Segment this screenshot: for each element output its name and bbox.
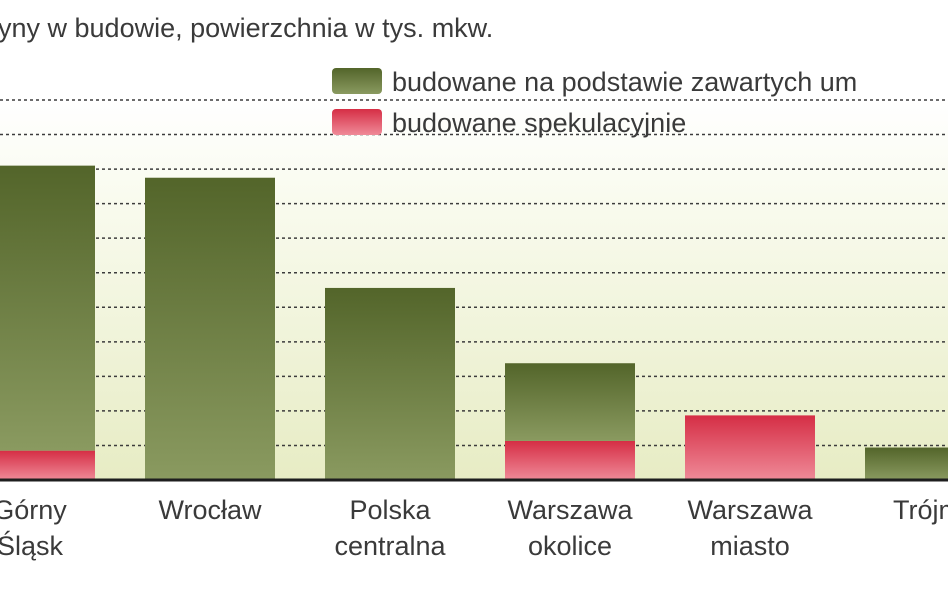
category-label-1: Wrocław <box>158 495 262 525</box>
bar-speculative-0 <box>0 450 95 480</box>
category-label-2: Polska centralna <box>334 495 446 561</box>
legend-label-speculative: budowane spekulacyjnie <box>392 108 686 138</box>
bar-contract-1 <box>145 177 275 480</box>
bar-contract-0 <box>0 165 95 451</box>
bar-speculative-4 <box>685 415 815 480</box>
legend-swatch-contract <box>332 68 382 94</box>
category-label-5: Trójmi <box>893 495 948 525</box>
bars <box>0 165 948 480</box>
legend-label-contract: budowane na podstawie zawartych um <box>392 67 857 97</box>
legend-swatch-speculative <box>332 109 382 135</box>
bar-contract-3 <box>505 363 635 441</box>
chart-subtitle: yny w budowie, powierzchnia w tys. mkw. <box>0 13 493 43</box>
bar-contract-5 <box>865 447 948 480</box>
category-labels: Górny Śląsk Wrocław Polska centralna Warszawa… <box>0 495 948 561</box>
category-label-0: Górny Śląsk <box>0 495 67 561</box>
legend: budowane na podstawie zawartych um budow… <box>332 67 857 138</box>
category-label-3: Warszawa okolice <box>507 495 633 561</box>
bar-speculative-3 <box>505 440 635 480</box>
category-label-4: Warszawa miasto <box>687 495 813 561</box>
bar-contract-2 <box>325 287 455 480</box>
